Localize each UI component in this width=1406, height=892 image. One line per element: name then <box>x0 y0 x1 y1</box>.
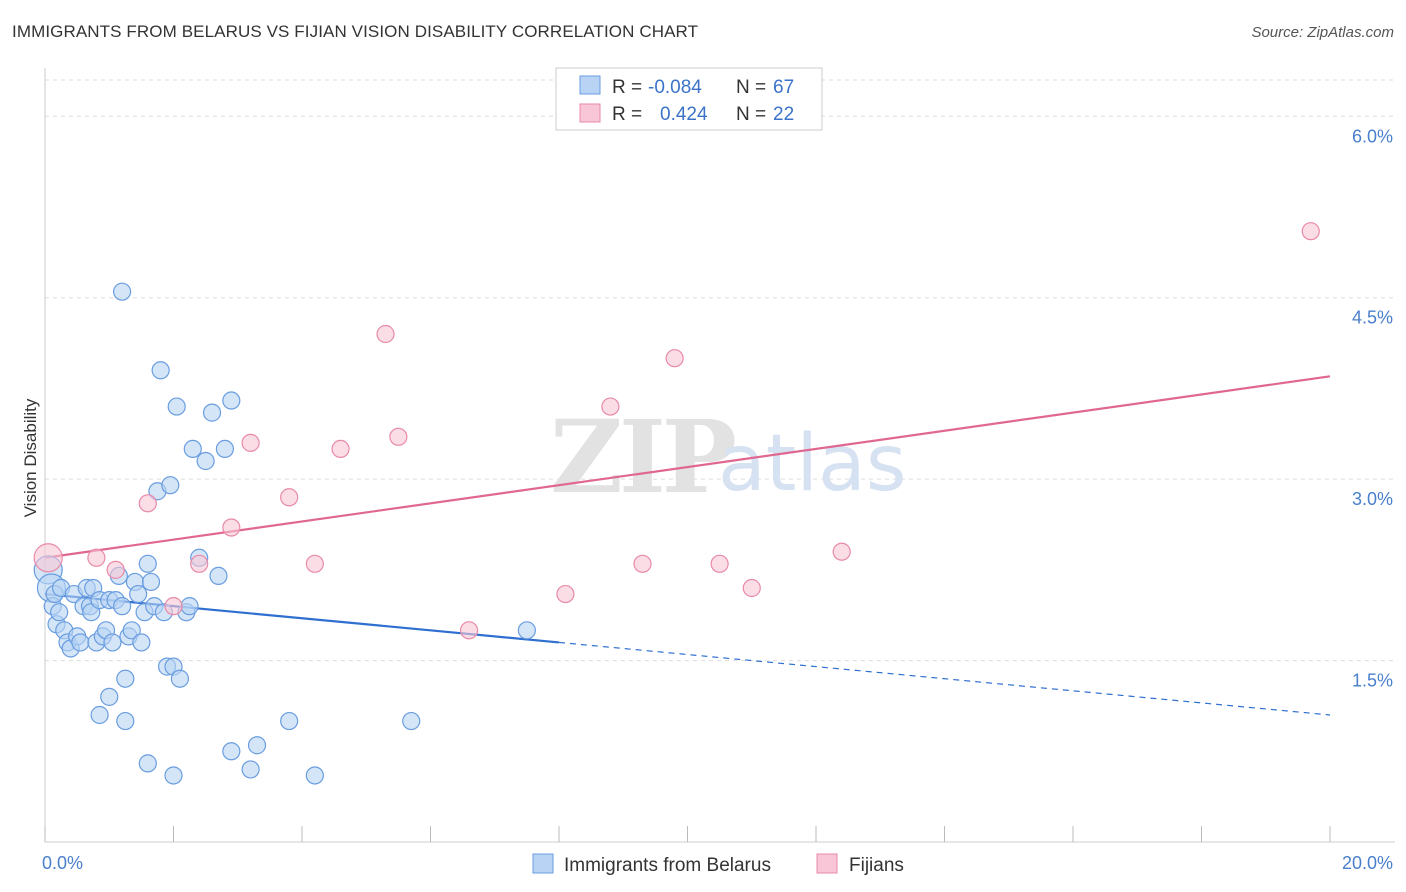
y-axis-label: Vision Disability <box>21 398 40 517</box>
y-tick-label-0: 1.5% <box>1352 671 1393 691</box>
point-blue-23 <box>103 633 122 652</box>
point-blue-50 <box>209 566 228 586</box>
point-blue-32 <box>132 633 151 652</box>
point-pink-13 <box>459 621 479 640</box>
x-tick-label-1: 20.0% <box>1342 853 1393 873</box>
point-pink-15 <box>601 397 620 416</box>
correlation-legend: R = -0.084 N = 67 R = 0.424 N = 22 <box>555 67 823 131</box>
point-blue-5 <box>50 603 69 622</box>
point-blue-34 <box>138 554 157 573</box>
point-pink-7 <box>241 433 260 452</box>
point-blue-43 <box>167 397 186 416</box>
point-pink-5 <box>190 554 209 573</box>
point-pink-1 <box>87 548 106 567</box>
point-blue-38 <box>151 361 170 380</box>
point-pink-11 <box>376 324 395 344</box>
point-pink-14 <box>556 584 575 604</box>
point-pink-12 <box>389 427 408 446</box>
point-blue-49 <box>202 403 222 422</box>
legend-swatch-pink <box>579 103 601 123</box>
legend-n-label-2: N = <box>736 104 766 125</box>
point-pink-19 <box>742 578 761 598</box>
y-tick-label-2: 4.5% <box>1352 308 1393 328</box>
point-pink-18 <box>710 554 729 573</box>
point-blue-26 <box>112 597 132 616</box>
point-blue-59 <box>222 742 241 761</box>
legend-r-value-1: -0.084 <box>648 77 702 98</box>
chart-title: IMMIGRANTS FROM BELARUS VS FIJIAN VISION… <box>12 22 699 41</box>
source-label: Source: ZipAtlas.com <box>1251 24 1394 41</box>
trend-line-blue-dashed <box>558 641 1331 716</box>
point-blue-55 <box>100 687 119 706</box>
point-blue-54 <box>90 705 109 725</box>
point-pink-0 <box>33 543 63 573</box>
point-blue-46 <box>183 439 202 459</box>
series-legend-label-pink: Fijians <box>849 855 904 876</box>
point-blue-65 <box>517 621 536 640</box>
point-blue-61 <box>247 736 267 755</box>
point-blue-29 <box>122 621 141 640</box>
legend-r-label-2: R = <box>612 104 642 125</box>
point-blue-31 <box>129 584 148 604</box>
point-blue-66 <box>180 597 199 616</box>
point-blue-27 <box>116 669 135 688</box>
watermark-zip: ZIP <box>550 398 735 516</box>
point-pink-2 <box>106 560 125 579</box>
point-blue-51 <box>215 439 234 459</box>
trend-line-pink <box>44 375 1331 559</box>
point-blue-64 <box>402 711 421 731</box>
point-pink-16 <box>633 554 652 573</box>
point-blue-62 <box>280 711 299 731</box>
point-pink-6 <box>222 518 241 537</box>
series-legend-swatch-blue <box>532 853 554 874</box>
y-tick-label-1: 3.0% <box>1352 489 1393 509</box>
point-blue-44 <box>170 669 190 688</box>
point-pink-17 <box>665 349 684 368</box>
point-blue-48 <box>196 451 215 471</box>
point-blue-63 <box>305 766 324 785</box>
series-legend: Immigrants from Belarus Fijians <box>532 853 904 876</box>
point-pink-3 <box>138 494 157 513</box>
y-tick-label-3: 6.0% <box>1352 126 1393 146</box>
legend-n-value-1: 67 <box>773 77 794 98</box>
point-blue-35 <box>141 572 161 592</box>
x-tick-labels: 0.0% 20.0% <box>42 853 1393 873</box>
point-blue-53 <box>112 282 132 301</box>
point-pink-21 <box>1301 222 1320 241</box>
point-pink-4 <box>164 597 183 616</box>
legend-n-label-1: N = <box>736 77 766 98</box>
series-legend-label-blue: Immigrants from Belarus <box>564 855 771 876</box>
point-pink-9 <box>305 554 324 573</box>
grid-lines <box>45 79 1395 662</box>
point-pink-8 <box>280 488 299 507</box>
legend-r-value-2: 0.424 <box>660 104 708 125</box>
point-blue-56 <box>116 711 135 731</box>
point-blue-41 <box>161 476 180 495</box>
data-points <box>33 222 1320 785</box>
legend-n-value-2: 22 <box>773 104 794 125</box>
axes <box>44 68 1395 843</box>
point-pink-10 <box>331 439 350 459</box>
point-blue-58 <box>164 766 183 785</box>
x-tick-label-0: 0.0% <box>42 853 83 873</box>
point-blue-60 <box>241 760 260 779</box>
watermark: ZIP atlas <box>550 398 907 516</box>
legend-r-label-1: R = <box>612 77 642 98</box>
point-blue-52 <box>222 391 241 410</box>
y-tick-labels: 1.5% 3.0% 4.5% 6.0% <box>1352 126 1393 690</box>
point-blue-57 <box>138 754 157 773</box>
point-blue-12 <box>71 633 90 652</box>
legend-swatch-blue <box>579 75 601 95</box>
point-pink-20 <box>832 542 851 561</box>
watermark-atlas: atlas <box>718 419 907 509</box>
series-legend-swatch-pink <box>816 853 838 874</box>
